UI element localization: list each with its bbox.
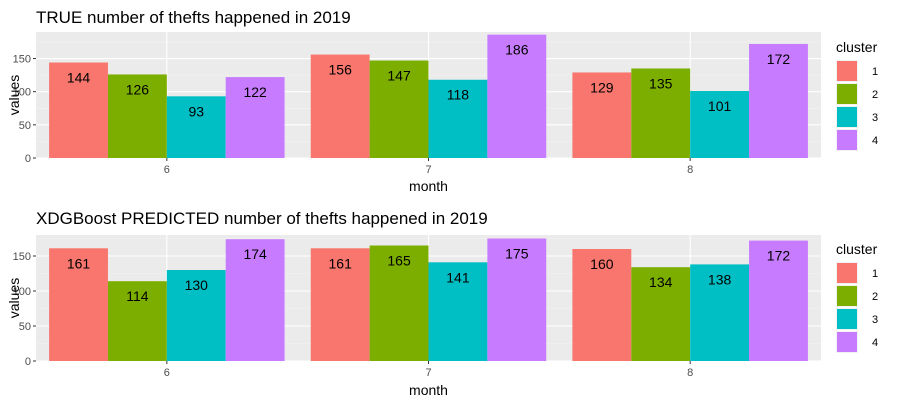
data-label: 130: [185, 277, 209, 293]
data-label: 175: [505, 246, 529, 262]
legend-label: 1: [872, 66, 878, 78]
data-label: 156: [329, 62, 353, 78]
legend-label: 4: [872, 135, 878, 147]
data-label: 174: [243, 246, 267, 262]
legend-swatch-cluster-3: [837, 107, 857, 127]
y-tick-label: 50: [19, 321, 31, 333]
x-tick-label: 8: [687, 164, 693, 176]
chart-title: XDGBoost PREDICTED number of thefts happ…: [36, 209, 488, 228]
bar-cluster-1-month-7: [310, 54, 370, 159]
x-tick-label: 7: [425, 367, 431, 379]
legend-label: 3: [872, 112, 878, 124]
bar-cluster-3-month-7: [428, 79, 488, 158]
data-label: 122: [243, 84, 267, 100]
bar-cluster-2-month-7: [369, 60, 429, 158]
data-label: 114: [126, 288, 149, 304]
bar-cluster-3-month-6: [166, 96, 226, 158]
legend-swatch-cluster-2: [837, 84, 857, 104]
legend-swatch-cluster-1: [837, 61, 857, 81]
data-label: 126: [126, 81, 150, 97]
legend-swatch-cluster-4: [837, 332, 857, 352]
y-tick-label: 100: [13, 286, 31, 298]
legend-swatch-cluster-3: [837, 309, 857, 329]
bar-cluster-3-month-6: [166, 270, 226, 361]
bar-cluster-1-month-8: [572, 249, 632, 361]
data-label: 161: [67, 255, 91, 271]
x-tick-label: 6: [164, 367, 170, 379]
data-label: 118: [447, 87, 470, 103]
bar-cluster-3-month-8: [690, 91, 750, 158]
bar-cluster-4-month-8: [749, 43, 808, 158]
x-axis-title: month: [409, 178, 448, 194]
bar-cluster-1-month-6: [49, 62, 108, 158]
bar-cluster-1-month-7: [310, 248, 370, 361]
legend-title: cluster: [836, 241, 878, 257]
data-label: 160: [590, 256, 614, 272]
data-label: 138: [708, 271, 732, 287]
data-label: 101: [708, 98, 732, 114]
bar-cluster-4-month-7: [487, 34, 547, 158]
x-tick-label: 6: [164, 164, 170, 176]
data-label: 165: [387, 253, 411, 269]
legend-label: 2: [872, 89, 878, 101]
x-tick-label: 7: [425, 164, 431, 176]
x-axis-title: month: [409, 382, 448, 398]
data-label: 161: [329, 255, 353, 271]
chart-2: XDGBoost PREDICTED number of thefts happ…: [6, 209, 878, 398]
bar-cluster-2-month-8: [631, 68, 691, 158]
data-label: 172: [767, 248, 791, 264]
data-label: 129: [590, 79, 614, 95]
data-label: 186: [505, 42, 529, 58]
bar-cluster-3-month-7: [428, 262, 488, 361]
bar-cluster-2-month-7: [369, 245, 429, 361]
bar-cluster-1-month-8: [572, 72, 632, 158]
bar-cluster-4-month-8: [749, 240, 808, 361]
data-label: 172: [767, 51, 791, 67]
bar-cluster-4-month-6: [225, 239, 285, 361]
chart-1: TRUE number of thefts happened in 2019 0 5…: [6, 8, 878, 194]
legend-title: cluster: [836, 39, 878, 55]
y-tick-label: 0: [25, 356, 31, 368]
y-tick-label: 100: [13, 87, 31, 99]
x-tick-label: 8: [687, 367, 693, 379]
data-label: 141: [446, 269, 470, 285]
legend-swatch-cluster-1: [837, 263, 857, 283]
y-tick-label: 150: [13, 54, 31, 66]
bar-cluster-2-month-8: [631, 267, 691, 361]
y-tick-label: 0: [25, 153, 31, 165]
legend-label: 4: [872, 337, 878, 349]
y-tick-label: 150: [13, 251, 31, 263]
legend-swatch-cluster-4: [837, 130, 857, 150]
data-label: 134: [649, 274, 673, 290]
legend-swatch-cluster-2: [837, 286, 857, 306]
legend-label: 3: [872, 314, 878, 326]
legend-label: 2: [872, 291, 878, 303]
bar-cluster-2-month-6: [107, 281, 167, 361]
bar-cluster-3-month-8: [690, 264, 750, 361]
bar-cluster-1-month-6: [49, 248, 108, 361]
bar-cluster-2-month-6: [107, 74, 167, 158]
y-tick-label: 50: [19, 120, 31, 132]
data-label: 147: [387, 68, 411, 84]
data-label: 144: [67, 70, 91, 86]
y-axis-title: values: [6, 278, 22, 318]
y-axis-title: values: [6, 75, 22, 115]
legend-label: 1: [872, 268, 878, 280]
bar-cluster-4-month-7: [487, 238, 547, 361]
data-label: 93: [188, 103, 204, 119]
chart-title: TRUE number of thefts happened in 2019: [36, 8, 351, 27]
data-label: 135: [649, 75, 673, 91]
bar-cluster-4-month-6: [225, 77, 285, 158]
